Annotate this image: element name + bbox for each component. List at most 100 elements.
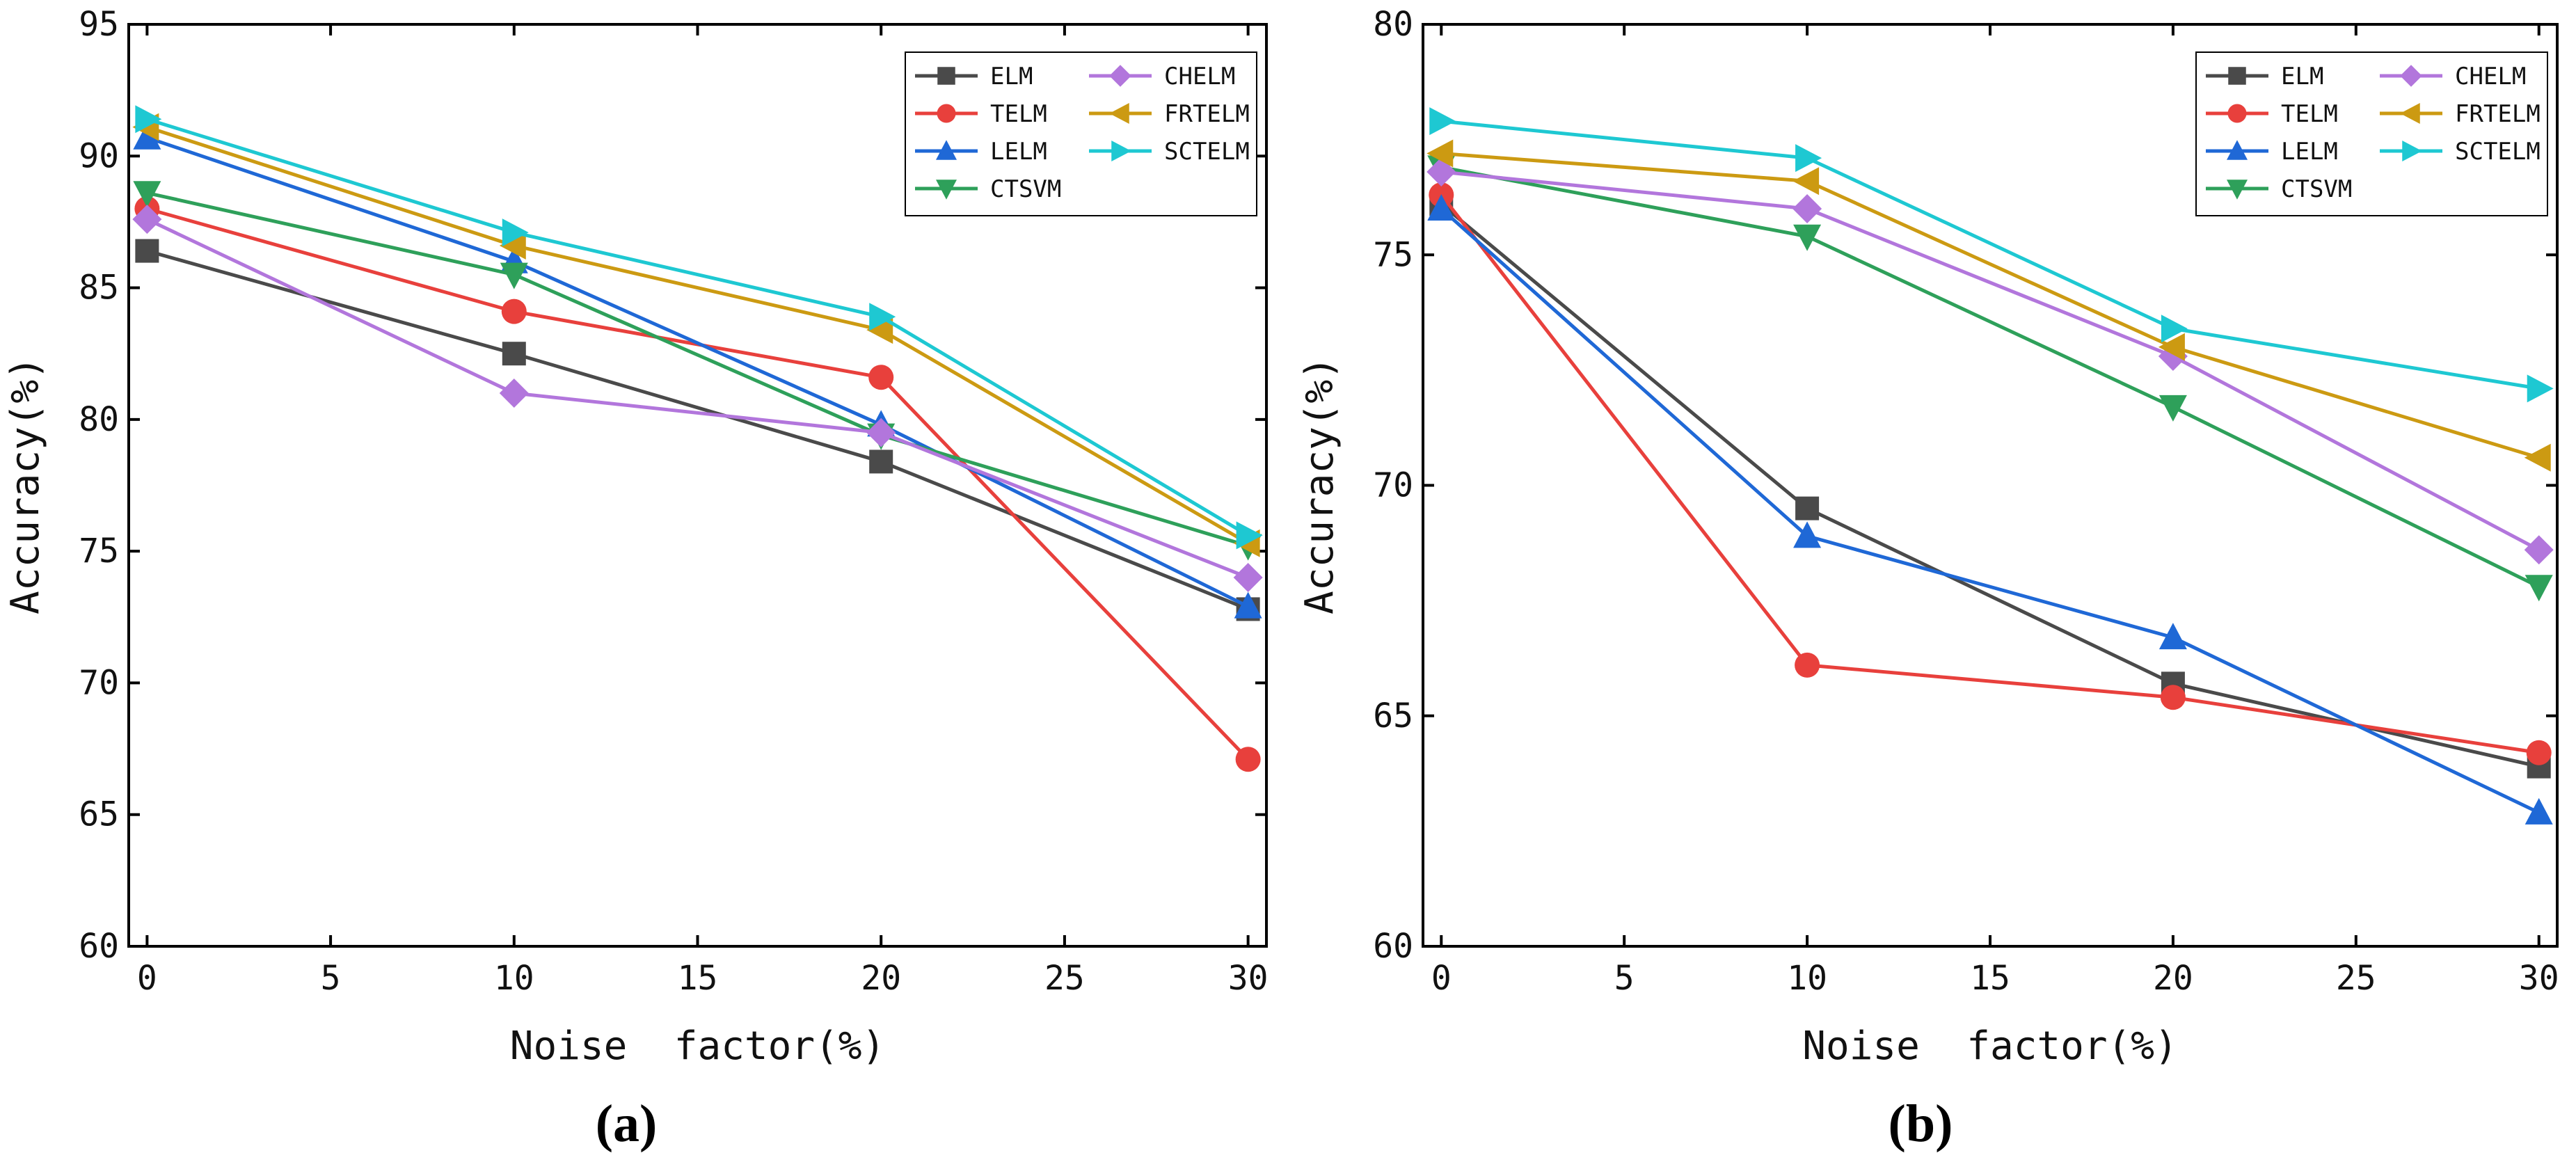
panel-b-legend-marker-lelm (2227, 140, 2248, 160)
panel-b-elm-point (1795, 496, 1820, 520)
panel-b-legend-label-telm: TELM (2281, 100, 2338, 128)
panel-a-elm-point (135, 239, 159, 263)
panel-a-legend-marker-elm (937, 67, 955, 85)
panel-b-legend-marker-frtelm (2400, 103, 2420, 124)
panel-a-y-tick-label: 60 (79, 927, 119, 966)
panel-a-legend-marker-sctelm (1111, 141, 1131, 161)
panel-b-x-tick-label: 5 (1614, 959, 1635, 998)
panel-a-y-tick-label: 75 (79, 532, 119, 571)
panel-b-legend-label-sctelm: SCTELM (2455, 138, 2541, 166)
panel-a-telm-point (501, 299, 527, 324)
panel-a-legend-label-frtelm: FRTELM (1164, 100, 1250, 128)
panel-a-sctelm-point (502, 218, 529, 247)
panel-b-legend: ELM TELM LELM CTSVM CHELM FRTELM SCTELM (2195, 51, 2548, 216)
panel-a-series-telm (134, 196, 1261, 772)
panel-b-legend-label-frtelm: FRTELM (2455, 100, 2541, 128)
panel-b-y-tick-label: 65 (1373, 697, 1413, 735)
panel-b-legend-marker-ctsvm (2227, 180, 2248, 200)
panel-b-ctsvm-line (1440, 165, 2540, 589)
panel-a-chelm-point (1233, 563, 1263, 592)
panel-a-x-tick-label: 5 (321, 959, 341, 998)
panel-a-frtelm-point (499, 232, 526, 260)
panel-a-legend-label-ctsvm: CTSVM (990, 175, 1061, 203)
panel-b-legend-label-ctsvm: CTSVM (2281, 175, 2352, 203)
panel-a-legend-label-telm: TELM (990, 100, 1047, 128)
panel-a-legend-label-sctelm: SCTELM (1164, 138, 1250, 166)
panel-b-series-frtelm (1426, 139, 2551, 472)
panel-b-frtelm-point (2524, 443, 2551, 472)
panel-a-x-tick-label: 0 (137, 959, 157, 998)
panel-a-legend-marker-chelm (1109, 65, 1131, 87)
panel-b-legend-label-lelm: LELM (2281, 138, 2338, 166)
panel-a-y-tick-label: 95 (79, 5, 119, 44)
panel-a-x-tick-label: 25 (1044, 959, 1085, 998)
panel-a-chelm-line (146, 217, 1249, 580)
panel-b-y-axis-label: Accuracy(%) (1297, 356, 1342, 614)
panel-b-x-tick-label: 25 (2336, 959, 2376, 998)
panel-a-legend-label-elm: ELM (990, 63, 1033, 90)
panel-b-legend-marker-elm (2228, 67, 2246, 85)
panel-b-series-chelm (1426, 157, 2554, 565)
panel-a-telm-point (1235, 747, 1261, 772)
panel-a-chelm-point (499, 379, 529, 408)
panel-b-y-tick-label: 80 (1373, 5, 1413, 44)
panel-b-telm-point (2526, 740, 2552, 765)
panel-b-y-tick-label: 70 (1373, 466, 1413, 505)
panel-a-x-tick-label: 20 (861, 959, 901, 998)
panel-a-label: (a) (596, 1095, 658, 1153)
panel-a-ctsvm-line (146, 191, 1249, 548)
panel-b-frtelm-point (1792, 167, 1820, 196)
panel-b-lelm-point (1427, 194, 1456, 221)
panel-a-sctelm-point (135, 105, 162, 134)
panel-b-chelm-line (1441, 170, 2540, 552)
panel-a-legend-label-chelm: CHELM (1164, 63, 1235, 90)
panel-b-legend-marker-sctelm (2402, 141, 2422, 161)
panel-a-y-tick-label: 85 (79, 269, 119, 308)
panel-b-series-sctelm (1429, 107, 2554, 403)
panel-b-lelm-point (1793, 521, 1822, 548)
panel-a-x-tick-label: 10 (494, 959, 534, 998)
panel-b-legend-label-elm: ELM (2281, 63, 2323, 90)
panel-a-legend-marker-frtelm (1109, 103, 1129, 124)
panel-b-frtelm-point (2158, 333, 2185, 361)
panel-b-lelm-line (1440, 207, 2540, 815)
panel-a-ctsvm-point (500, 262, 528, 289)
panel-a-sctelm-point (1236, 521, 1263, 550)
panel-b-series-lelm (1427, 194, 2553, 825)
panel-a-lelm-point (133, 122, 161, 150)
panel-a-series-chelm (132, 205, 1263, 592)
panel-a-elm-line (146, 249, 1249, 611)
panel-b-x-tick-label: 20 (2153, 959, 2193, 998)
panel-a-legend-label-lelm: LELM (990, 138, 1047, 166)
panel-a-elm-point (869, 449, 893, 474)
panel-b-x-tick-label: 10 (1787, 959, 1827, 998)
panel-b-chart: 60 65 70 75 80 0 5 10 15 20 25 30 Noise factor(%) Acc… (1297, 5, 2559, 1153)
panel-a-lelm-line (146, 136, 1249, 608)
panel-a-sctelm-point (869, 303, 896, 331)
panel-b-chelm-point (1792, 194, 1822, 223)
panel-a-x-axis-label: Noise factor(%) (510, 1024, 885, 1069)
panel-b-ctsvm-point (2158, 395, 2187, 422)
panel-b-sctelm-point (1429, 107, 1456, 136)
panel-b-series-elm (1429, 192, 2551, 779)
panel-b-y-tick-label: 75 (1373, 235, 1413, 274)
panel-b-ctsvm-point (2525, 575, 2553, 602)
panel-a-legend-marker-ctsvm (936, 180, 957, 200)
panel-a-y-axis-label: Accuracy(%) (3, 356, 48, 614)
panel-a-y-tick-label: 90 (79, 136, 119, 175)
panel-b-legend-marker-telm (2227, 104, 2247, 123)
panel-b-sctelm-line (1441, 119, 2540, 390)
panel-a-elm-point (502, 342, 526, 366)
panel-a-telm-line (146, 207, 1250, 761)
panel-a-y-tick-label: 80 (79, 400, 119, 439)
panel-b-sctelm-point (2161, 315, 2188, 343)
panel-b-frtelm-line (1441, 152, 2540, 460)
panel-a-frtelm-point (866, 316, 893, 344)
panel-b-x-tick-label: 15 (1970, 959, 2010, 998)
panel-b-frtelm-point (1426, 139, 1454, 168)
panel-a-chelm-point (866, 417, 896, 447)
panel-a-legend-marker-telm (937, 104, 956, 123)
panel-a-series-sctelm (135, 105, 1263, 550)
panel-a-series-elm (135, 239, 1260, 621)
